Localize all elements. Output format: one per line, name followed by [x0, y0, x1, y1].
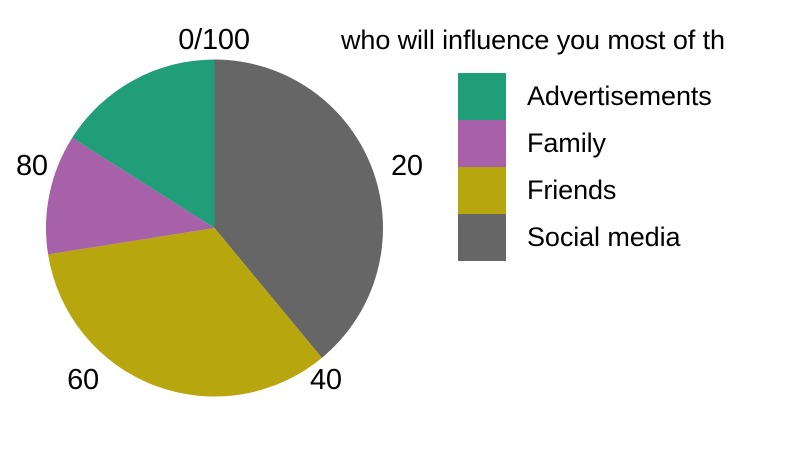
pie-tick-label-right: 20: [391, 150, 423, 182]
pie-tick-label-bottom-right: 40: [310, 364, 342, 396]
pie-slice-family[interactable]: [45, 137, 215, 255]
pie-slice-group: [45, 59, 384, 397]
legend-item-advertisements[interactable]: Advertisements: [458, 73, 712, 120]
pie-slice-advertisements[interactable]: [72, 59, 215, 229]
legend-item-label: Family: [527, 128, 606, 158]
pie-tick-label-top: 0/100: [178, 24, 250, 56]
chart-legend: Advertisements Family Friends Social media: [458, 73, 712, 261]
legend-swatch-icon: [458, 214, 506, 261]
legend-item-social-media[interactable]: Social media: [458, 214, 712, 261]
pie-slice-friends[interactable]: [48, 228, 322, 397]
legend-swatch-icon: [458, 73, 506, 120]
legend-item-label: Advertisements: [527, 81, 712, 111]
legend-item-label: Friends: [527, 175, 617, 205]
pie-tick-label-bottom-left: 60: [67, 364, 99, 396]
pie-slice-social-media[interactable]: [214, 59, 384, 358]
chart-title: who will influence you most of th: [341, 25, 725, 55]
legend-swatch-icon: [458, 167, 506, 214]
pie-tick-label-left: 80: [16, 150, 48, 182]
legend-item-family[interactable]: Family: [458, 120, 712, 167]
pie-chart: [45, 59, 384, 397]
legend-swatch-icon: [458, 120, 506, 167]
legend-item-friends[interactable]: Friends: [458, 167, 712, 214]
pie-chart-area: 0/100 20 40 60 80: [16, 24, 423, 397]
legend-item-label: Social media: [527, 222, 681, 252]
